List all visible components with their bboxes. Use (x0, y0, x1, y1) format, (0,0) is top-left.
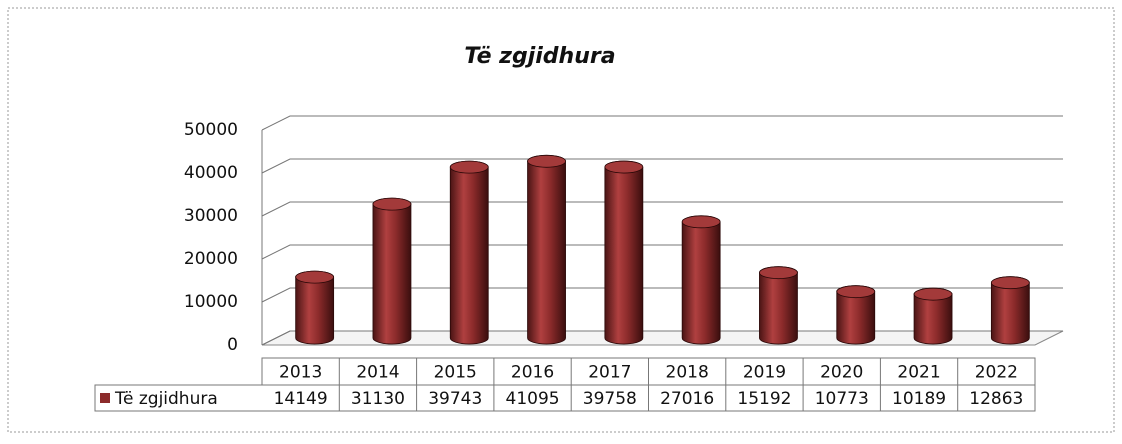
grid-line (261, 201, 1063, 217)
y-tick-label: 50000 (184, 120, 238, 140)
table-value: 39758 (583, 389, 637, 409)
table-value: 27016 (660, 389, 714, 409)
bar-top (604, 160, 644, 174)
table-value: 31130 (351, 389, 405, 409)
table-value: 39743 (428, 389, 482, 409)
table-value: 10773 (815, 389, 869, 409)
legend-swatch (100, 393, 110, 403)
bar-top (990, 276, 1030, 290)
table-value: 10189 (892, 389, 946, 409)
bar-top (449, 160, 489, 174)
bar (449, 160, 489, 345)
grid-line (261, 287, 1063, 303)
x-tick-label: 2016 (511, 363, 554, 383)
y-tick-label: 20000 (184, 249, 238, 269)
x-tick-label: 2013 (279, 363, 322, 383)
bar (681, 215, 721, 345)
x-tick-label: 2022 (975, 363, 1018, 383)
x-tick-label: 2017 (588, 363, 631, 383)
chart-title: Të zgjidhura (464, 44, 615, 69)
table-value: 15192 (737, 389, 791, 409)
bar-top (527, 154, 566, 168)
y-tick-label: 30000 (184, 206, 238, 226)
x-tick-label: 2015 (434, 363, 477, 383)
grid-line (261, 115, 1063, 131)
y-tick-label: 10000 (184, 292, 238, 312)
bar-top (681, 215, 721, 229)
y-tick-label: 0 (227, 335, 238, 355)
x-tick-label: 2019 (743, 363, 786, 383)
x-tick-label: 2020 (820, 363, 863, 383)
bar-top (372, 197, 412, 211)
y-tick-label: 40000 (184, 163, 238, 183)
grid-line (261, 158, 1063, 174)
table-value: 12863 (969, 389, 1023, 409)
grid-line (261, 244, 1063, 260)
bar-top (759, 266, 798, 280)
table-values (94, 384, 1036, 412)
bar (372, 197, 412, 345)
grid-line (261, 330, 1063, 346)
x-tick-label: 2014 (356, 363, 399, 383)
table-value: 14149 (274, 389, 328, 409)
bar (527, 154, 566, 345)
x-tick-label: 2021 (897, 363, 940, 383)
table-value: 41095 (506, 389, 560, 409)
bar (604, 160, 644, 345)
x-tick-label: 2018 (666, 363, 709, 383)
bar-top (836, 285, 876, 299)
legend-label: Të zgjidhura (114, 389, 218, 409)
bar-top (295, 270, 335, 284)
bar-top (913, 287, 953, 301)
